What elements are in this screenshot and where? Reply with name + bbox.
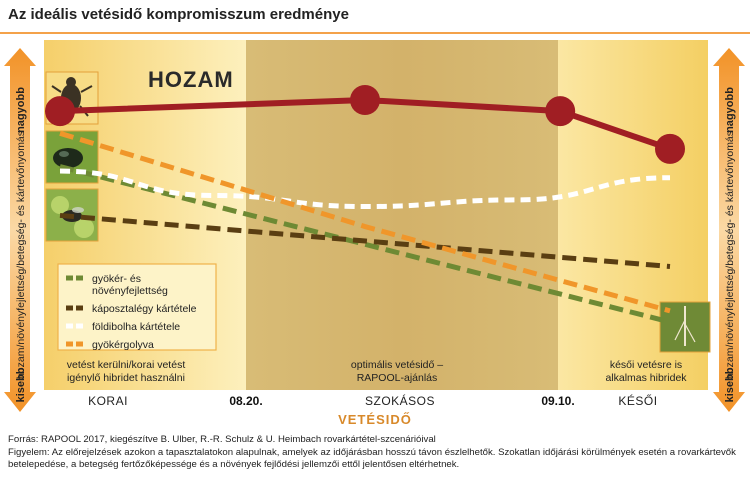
series-line-clubroot <box>59 130 671 314</box>
footer: Forrás: RAPOOL 2017, kiegészítve B. Ulbe… <box>8 434 744 472</box>
zone-note-2: késői vetésre is alkalmas hibridek <box>605 359 687 384</box>
left-arrow-top-label: nagyobb <box>15 87 27 133</box>
x-axis-title: VETÉSIDŐ <box>338 412 412 427</box>
legend: gyökér- és növényfejlettség káposztalégy k… <box>57 263 217 351</box>
left-scale-arrow: nagyobb hozam/növényfejlettség/betegség-… <box>4 48 36 412</box>
x-axis-strip <box>44 390 708 410</box>
footer-note: Figyelem: Az előrejelzések azokon a tapa… <box>8 446 736 471</box>
zone-note-0: vetést kerülni/korai vetést igénylő hibri… <box>67 359 186 384</box>
yield-point-3 <box>655 133 685 164</box>
legend-label-cabbage_weevil: káposztalégy kártétele <box>92 303 197 315</box>
chart: nagyobb hozam/növényfejlettség/betegség-… <box>4 40 745 427</box>
title-rule <box>0 32 750 34</box>
left-arrow-bottom-label: kisebb <box>15 367 27 402</box>
right-arrow-top-label: nagyobb <box>724 87 736 133</box>
zone-notes: vetést kerülni/korai vetést igénylő hibri… <box>67 359 688 384</box>
yield-point-0 <box>45 96 75 127</box>
x-category-1: SZOKÁSOS <box>365 393 435 408</box>
page-title: Az ideális vetésidő kompromisszum eredmé… <box>8 6 349 23</box>
right-scale-arrow: nagyobb hozam/növényfejlettség/betegség-… <box>713 48 745 412</box>
right-arrow-bottom-label: kisebb <box>724 367 736 402</box>
legend-label-clubroot: gyökérgolyva <box>92 339 154 351</box>
legend-label-flea_beetle: földibolha kártétele <box>92 321 180 333</box>
footer-source: Forrás: RAPOOL 2017, kiegészítve B. Ulbe… <box>8 434 436 445</box>
x-category-0: KORAI <box>88 394 128 408</box>
x-date-0: 08.20. <box>229 394 262 408</box>
left-arrow-middle-label: hozam/növényfejlettség/betegség- és kárt… <box>15 131 27 379</box>
series-line-yield <box>59 96 671 152</box>
x-date-1: 09.10. <box>541 394 574 408</box>
x-axis-labels: KORAI SZOKÁSOS KÉSŐI 08.20. 09.10. <box>88 393 657 408</box>
series-line-cabbage_weevil <box>59 212 671 269</box>
right-arrow-middle-label: hozam/növényfejlettség/betegség- és kárt… <box>724 131 736 379</box>
series-line-flea_beetle <box>59 168 671 210</box>
legend-label-root_growth: gyökér- és növényfejlettség <box>92 273 168 297</box>
yield-label: HOZAM <box>148 67 234 92</box>
zone-optimal-band <box>246 40 558 390</box>
yield-point-2 <box>545 96 576 127</box>
zone-note-1: optimális vetésidő – RAPOOL-ajánlás <box>351 359 443 384</box>
yield-point-1 <box>350 85 380 115</box>
series-layer <box>45 85 685 325</box>
x-category-2: KÉSŐI <box>618 393 657 408</box>
